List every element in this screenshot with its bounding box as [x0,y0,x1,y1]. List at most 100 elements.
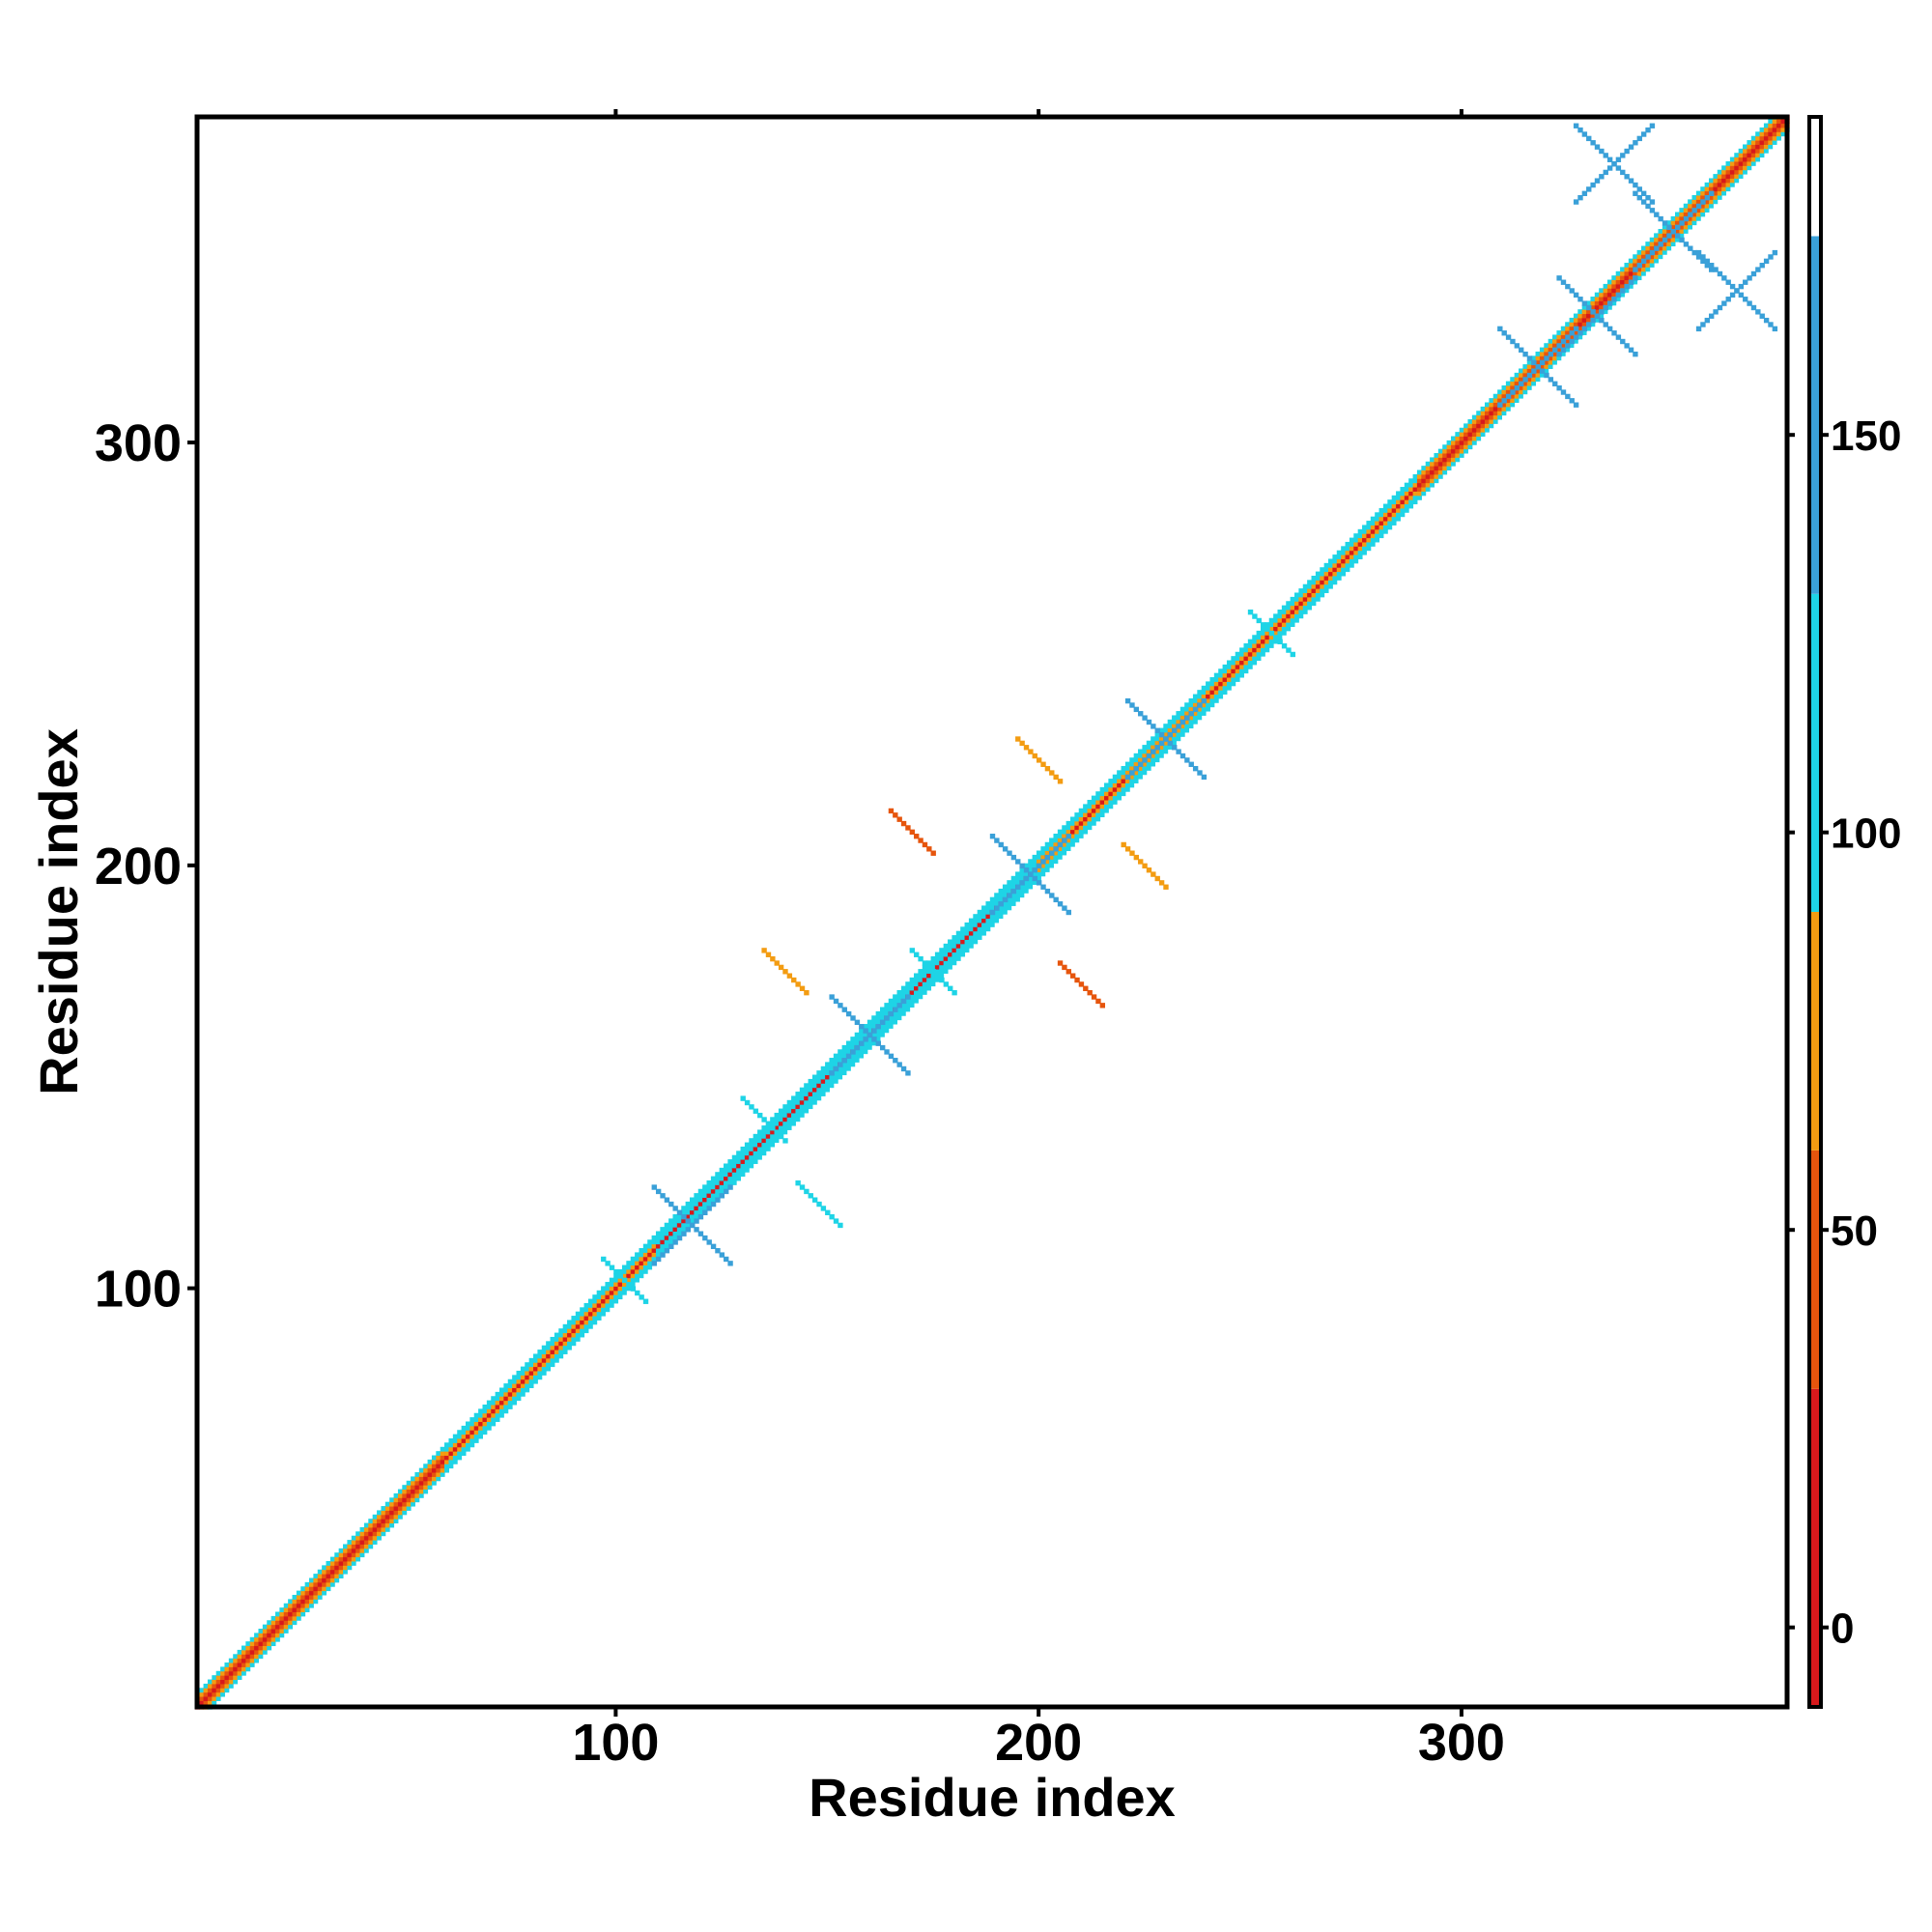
contact-cell [1615,334,1622,340]
heatmap-cell [1146,765,1151,771]
heatmap-cell [672,1231,678,1236]
heatmap-cell [1586,317,1591,323]
heatmap-cell [1755,148,1761,154]
heatmap-cell [1649,245,1655,251]
heatmap-cell [1603,309,1608,315]
heatmap-cell [1349,541,1354,547]
heatmap-cell [939,955,945,961]
heatmap-cell [1640,270,1646,276]
contact-cell [893,1007,898,1012]
heatmap-cell [838,1058,843,1063]
heatmap-cell [668,1222,673,1228]
heatmap-cell [1315,583,1321,589]
contact-cell [1717,270,1723,277]
heatmap-cell [465,1421,470,1427]
contact-cell [1704,258,1711,265]
contact-cell [952,989,957,996]
contact-cell [1594,144,1601,150]
heatmap-cell [516,1391,522,1397]
contact-cell [1501,398,1507,404]
heatmap-cell [1176,711,1181,716]
heatmap-cell [1768,119,1774,125]
contact-cell [829,994,835,1000]
heatmap-cell [977,922,982,927]
heatmap-cell [702,1188,708,1194]
heatmap-cell [1053,838,1059,843]
heatmap-cell [1768,140,1774,145]
heatmap-cell [1349,546,1354,552]
heatmap-cell [724,1176,728,1181]
contact-cell [1628,279,1634,285]
contact-cell [1679,237,1685,243]
heatmap-cell [245,1658,251,1663]
contact-cell [1573,123,1579,128]
heatmap-cell [283,1620,289,1626]
heatmap-cell [1776,123,1781,128]
heatmap-cell [304,1603,310,1608]
heatmap-cell [215,1696,221,1701]
heatmap-cell [347,1556,353,1562]
heatmap-cell [1408,491,1414,497]
heatmap-cell [1040,846,1046,852]
contact-cell [1599,174,1605,180]
heatmap-cell [546,1345,552,1350]
heatmap-cell [804,1083,810,1089]
heatmap-cell [224,1683,230,1689]
heatmap-cell [601,1311,606,1317]
heatmap-cell [1603,288,1608,294]
heatmap-cell [1133,753,1139,758]
heatmap-cell [1099,799,1105,805]
contact-cell [1713,309,1719,315]
heatmap-cell [440,1455,445,1461]
heatmap-cell [1286,626,1292,632]
heatmap-cell [1412,482,1418,488]
heatmap-cell [1062,829,1067,835]
contact-cell [1264,626,1270,632]
heatmap-cell [1222,664,1228,669]
heatmap-cell [1606,304,1612,310]
heatmap-cell [1104,791,1109,797]
heatmap-cell [1112,779,1118,783]
heatmap-cell [347,1560,353,1566]
contact-cell [1636,135,1642,142]
heatmap-cell [587,1311,593,1317]
heatmap-cell [507,1400,513,1406]
heatmap-cell [1573,338,1578,344]
contact-cell [825,1209,831,1216]
heatmap-cell [343,1560,348,1566]
heatmap-cell [833,1070,838,1076]
contact-cell [1129,702,1135,708]
heatmap-cell [1586,326,1591,331]
contact-cell [1565,334,1571,340]
heatmap-cell [1531,377,1537,383]
heatmap-cell [1158,727,1164,733]
heatmap-cell [1750,153,1756,158]
heatmap-cell [1476,411,1482,416]
heatmap-cell [867,1044,872,1050]
contact-cell [774,960,780,966]
heatmap-cell [1382,525,1388,530]
heatmap-cell [854,1058,860,1063]
heatmap-cell [267,1629,272,1634]
heatmap-cell [753,1138,758,1144]
heatmap-cell [1264,622,1270,628]
contact-cell [1556,351,1562,357]
heatmap-cell [1492,411,1498,416]
heatmap-cell [411,1492,415,1498]
heatmap-cell [322,1577,327,1583]
contact-cell [681,1214,687,1220]
heatmap-cell [473,1434,479,1439]
contact-cell [833,998,839,1005]
heatmap-cell [1539,347,1545,353]
contact-cell [786,973,793,979]
heatmap-cell [1446,457,1452,463]
heatmap-cell [1252,651,1258,657]
heatmap-cell [804,1108,810,1114]
heatmap-cell [1264,630,1270,636]
heatmap-cell [1243,664,1249,669]
heatmap-cell [1357,541,1363,547]
heatmap-cell [482,1412,488,1418]
heatmap-cell [528,1375,534,1380]
heatmap-cell [664,1227,669,1233]
heatmap-cell [1738,174,1744,179]
